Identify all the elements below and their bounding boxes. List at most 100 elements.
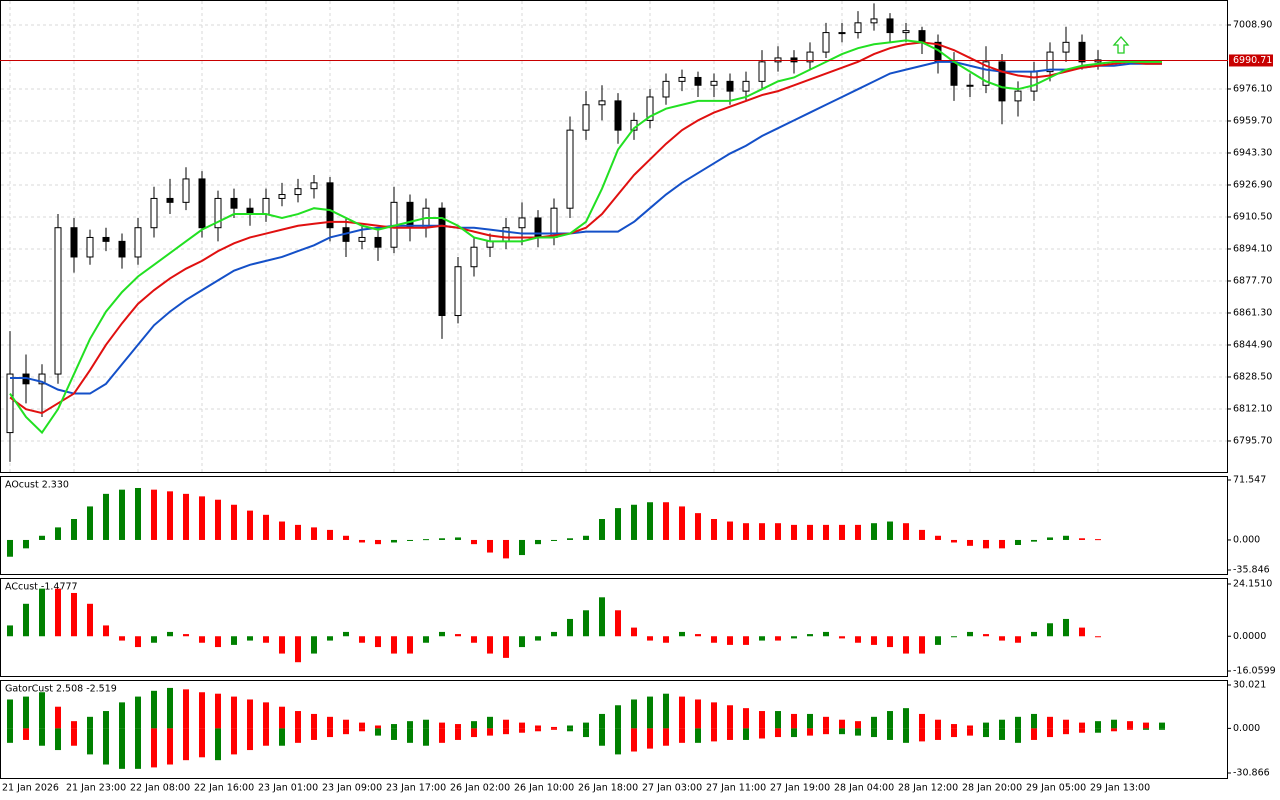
histogram-bar: [647, 636, 653, 641]
candle-body: [1014, 90, 1022, 102]
histogram-bar: [311, 636, 317, 654]
x-tick-label: 26 Jan 18:00: [578, 783, 638, 794]
candle-body: [1078, 41, 1086, 63]
histogram-bar: [663, 636, 669, 643]
x-tick-label: 28 Jan 20:00: [962, 783, 1022, 794]
gator-bar: [1047, 728, 1053, 738]
gator-bar: [647, 696, 653, 729]
gator-bar: [167, 728, 173, 765]
gator-bar: [823, 728, 829, 735]
gator-bar: [439, 728, 445, 743]
candle-body: [614, 100, 622, 131]
candle-body: [790, 57, 798, 63]
gator-bar: [263, 702, 269, 729]
gator-bar: [23, 696, 29, 729]
histogram-bar: [407, 539, 413, 541]
y-tick-label: 0.000: [1233, 723, 1260, 734]
gator-bar: [679, 728, 685, 743]
gator-bar: [535, 728, 541, 732]
candle-body: [1062, 41, 1070, 53]
gator-bar: [711, 702, 717, 729]
histogram-bar: [263, 636, 269, 643]
gator-bar: [1015, 728, 1021, 743]
candle-body: [822, 32, 830, 53]
candle-body: [1030, 71, 1038, 92]
gator-bar: [7, 728, 13, 743]
candle-body: [134, 227, 142, 258]
gator-bar: [727, 728, 733, 740]
gator-bar: [199, 692, 205, 729]
gator-bar: [919, 713, 925, 729]
histogram-bar: [167, 491, 173, 540]
histogram-bar: [39, 535, 45, 540]
gator-bar: [1015, 716, 1021, 729]
candle-body: [598, 100, 606, 106]
gator-bar: [311, 713, 317, 729]
histogram-bar: [1079, 538, 1085, 540]
histogram-bar: [1095, 539, 1101, 541]
candle-body: [406, 201, 414, 229]
x-tick-label: 22 Jan 08:00: [130, 783, 190, 794]
histogram-bar: [935, 535, 941, 540]
histogram-bar: [951, 539, 957, 543]
x-tick-label: 28 Jan 04:00: [834, 783, 894, 794]
gator-bar: [695, 699, 701, 729]
x-tick-label: 26 Jan 02:00: [450, 783, 510, 794]
gator-bar: [743, 728, 749, 740]
gator-bar: [663, 728, 669, 746]
gator-bar: [247, 728, 253, 751]
histogram-bar: [295, 636, 301, 663]
gator-bar: [71, 728, 77, 746]
histogram-bar: [311, 527, 317, 540]
gator-bar: [55, 706, 61, 729]
panel-title: GatorCust 2.508 -2.519: [5, 684, 117, 695]
gator-bar: [295, 728, 301, 743]
gator-bar: [503, 719, 509, 729]
x-tick-label: 28 Jan 12:00: [898, 783, 958, 794]
gator-bar: [455, 728, 461, 740]
current-price-box: [1229, 54, 1273, 67]
histogram-bar: [967, 539, 973, 546]
histogram-bar: [663, 502, 669, 540]
candle-body: [198, 178, 206, 229]
histogram-bar: [263, 514, 269, 540]
current-price-label: 6990.71: [1233, 55, 1272, 66]
gator-bar: [839, 719, 845, 729]
candle-body: [678, 76, 686, 82]
candle-body: [214, 197, 222, 229]
histogram-bar: [759, 523, 765, 540]
candle-body: [6, 373, 14, 434]
gator-bar: [855, 721, 861, 729]
gator-bar: [119, 702, 125, 729]
gator-bar: [935, 719, 941, 729]
histogram-bar: [391, 539, 397, 543]
histogram-bar: [1095, 636, 1101, 638]
histogram-bar: [215, 499, 221, 540]
candle-body: [806, 51, 814, 63]
histogram-bar: [631, 627, 637, 637]
gator-bar: [1047, 716, 1053, 729]
alligator-line: [10, 60, 1162, 395]
histogram-bar: [519, 636, 525, 648]
gator-bar: [535, 725, 541, 729]
gator-bar: [503, 728, 509, 735]
histogram-bar: [967, 631, 973, 637]
y-tick-label: -35.846: [1233, 565, 1270, 576]
histogram-bar: [503, 539, 509, 559]
histogram-bar: [631, 504, 637, 540]
histogram-bar: [615, 610, 621, 637]
histogram-bar: [743, 523, 749, 540]
histogram-bar: [247, 510, 253, 540]
histogram-bar: [871, 523, 877, 540]
candle-body: [966, 84, 974, 87]
histogram-bar: [359, 539, 365, 543]
candle-body: [118, 240, 126, 258]
gator-bar: [983, 728, 989, 738]
candle-body: [230, 197, 238, 209]
gator-bar: [103, 711, 109, 729]
histogram-bar: [711, 636, 717, 643]
gator-bar: [215, 728, 221, 761]
candle-body: [166, 197, 174, 203]
y-tick-label: 6894.10: [1233, 243, 1272, 254]
histogram-bar: [199, 496, 205, 540]
